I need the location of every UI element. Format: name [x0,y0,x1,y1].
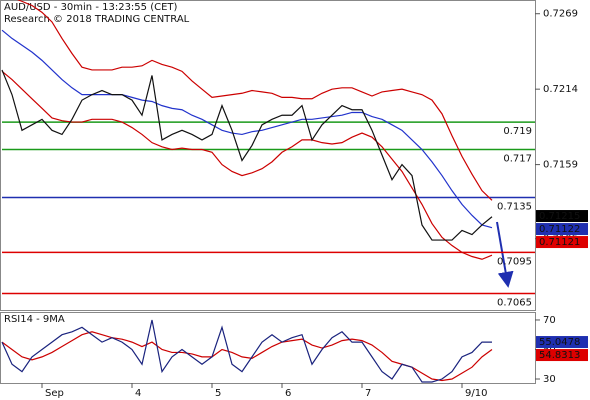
price-marker [536,236,588,249]
price-marker-label: 54.8313 [539,350,580,361]
rsi-title: RSI14 - 9MA [4,314,65,325]
price-marker-label: 55.0478 [539,337,580,348]
price-marker [536,336,588,349]
x-tick-label: 5 [215,388,221,399]
y-tick-label: 0.7214 [543,84,578,95]
chart-subtitle: Research © 2018 TRADING CENTRAL [4,14,190,25]
level-label: 0.7065 [497,298,532,309]
y-tick-label: 70 [543,315,556,326]
level-label: 0.7095 [497,256,532,267]
x-tick-label: Sep [45,388,64,399]
rsi-frame [0,312,536,384]
y-tick-label: 30 [543,374,556,385]
level-label: 0.719 [503,126,532,137]
series-line [1,69,493,241]
forecast-arrow [496,221,514,288]
price-marker-label: 0.71121 [539,237,580,248]
series-line [1,29,493,229]
x-tick-label: 6 [285,388,291,399]
x-tick-label: 9/10 [465,388,487,399]
x-tick-label: 4 [135,388,141,399]
price-marker-label: 0.71122 [539,224,580,235]
level-label: 0.717 [503,154,532,165]
x-tick-label: 7 [365,388,371,399]
plot-area [1,0,535,295]
price-marker [536,349,588,362]
plot-area [1,319,493,383]
y-tick-label: 0.7159 [543,160,578,171]
price-marker [536,210,588,223]
y-tick-label: 0.7269 [543,9,578,20]
series-line [1,319,492,383]
series-line [1,70,493,260]
series-line [17,0,493,201]
price-marker [536,223,588,236]
chart-title: AUD/USD - 30min - 13:23:55 (CET) [4,2,178,13]
level-label: 0.7135 [497,202,532,213]
series-line [1,331,493,382]
price-marker-label: 0.71215 [539,211,580,222]
main-frame [0,0,536,311]
